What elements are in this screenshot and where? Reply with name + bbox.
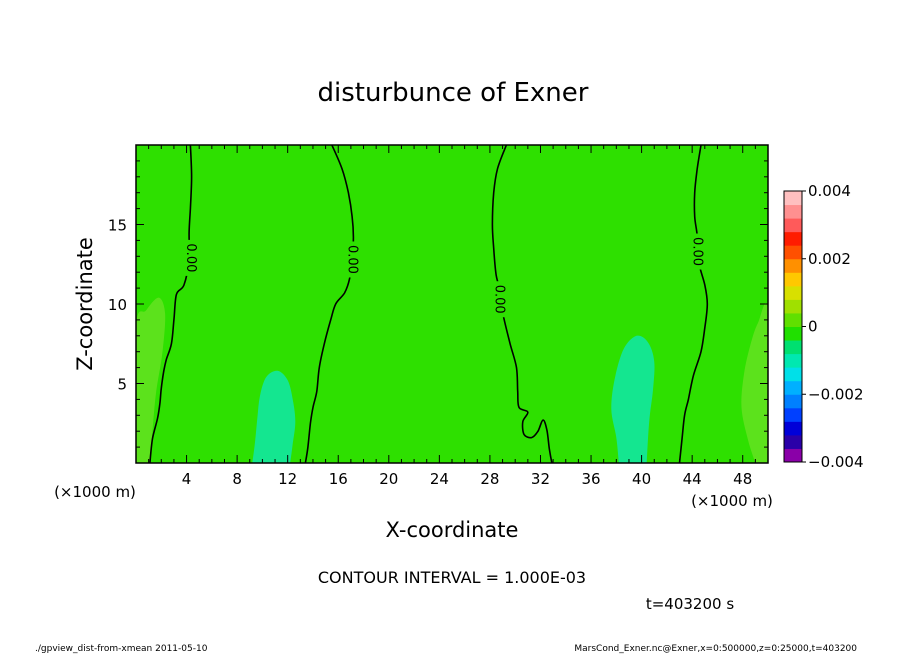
colorbar-swatch <box>784 380 802 395</box>
shaded-regions <box>136 297 768 463</box>
contour-line-3 <box>491 145 553 463</box>
colorbar-swatch <box>784 191 802 206</box>
contour-label-2: 0.00 <box>345 245 360 274</box>
contour-line-2 <box>304 145 355 463</box>
x-tick-label: 4 <box>182 470 192 488</box>
contour-interval-text: CONTOUR INTERVAL = 1.000E-03 <box>318 568 586 587</box>
negative-region-2 <box>611 335 655 463</box>
x-tick-label: 20 <box>379 470 398 488</box>
colorbar-tick-labels: 0.004 0.002 0 −0.002 −0.004 <box>802 182 864 471</box>
colorbar-swatch <box>784 312 802 327</box>
chart-title: disturbunce of Exner <box>318 78 589 108</box>
colorbar-swatch <box>784 448 802 463</box>
time-text: t=403200 s <box>646 595 734 613</box>
colorbar-swatch <box>784 272 802 287</box>
contour-line-1 <box>149 145 193 463</box>
contour-label-bg-3 <box>490 281 507 318</box>
colorbar-swatch <box>784 367 802 382</box>
x-tick-label: 40 <box>632 470 651 488</box>
x-tick-label: 28 <box>480 470 499 488</box>
x-tick-label: 16 <box>329 470 348 488</box>
x-unit-label-right: (×1000 m) <box>691 492 773 510</box>
contour-label-bg-4 <box>689 233 706 270</box>
x-unit-label-left: (×1000 m) <box>54 483 136 501</box>
contour-label-3: 0.00 <box>491 285 506 314</box>
x-tick-label: 36 <box>581 470 600 488</box>
x-axis-label: X-coordinate <box>386 518 519 542</box>
colorbar-swatch <box>784 258 802 273</box>
colorbar-swatch <box>784 285 802 300</box>
negative-region-1 <box>252 370 296 463</box>
x-axis-ticks: 4 8 12 16 20 24 28 32 36 40 44 48 <box>148 145 756 488</box>
plot-area: 0.00 0.000.000.00 4 8 12 16 20 24 28 32 36 40 44 48 … <box>108 144 769 488</box>
colorbar-swatch <box>784 218 802 233</box>
colorbar <box>783 190 803 463</box>
weak-positive-region-2 <box>741 303 768 463</box>
y-axis-label: Z-coordinate <box>73 237 97 371</box>
colorbar-swatch <box>784 231 802 246</box>
contour-lines <box>149 145 709 463</box>
colorbar-swatch <box>784 245 802 260</box>
weak-positive-region-1 <box>136 297 166 463</box>
x-tick-label: 12 <box>278 470 297 488</box>
x-tick-label: 8 <box>232 470 242 488</box>
y-axis-ticks: 5 10 15 <box>108 160 768 448</box>
y-tick-label: 15 <box>108 217 127 235</box>
x-tick-label: 24 <box>430 470 449 488</box>
colorbar-swatch <box>784 340 802 355</box>
colorbar-tick-label: 0.004 <box>808 182 851 200</box>
colorbar-swatch <box>784 434 802 449</box>
colorbar-tick-label: −0.004 <box>808 453 864 471</box>
contour-line-4 <box>678 145 709 463</box>
colorbar-swatch <box>784 407 802 422</box>
colorbar-swatch <box>784 353 802 368</box>
x-tick-label: 32 <box>531 470 550 488</box>
contour-labels: 0.00 0.00 0.00 0.00 <box>182 233 706 318</box>
colorbar-tick-label: 0 <box>808 318 818 336</box>
contour-label-bg-1 <box>182 239 199 276</box>
x-tick-label: 48 <box>733 470 752 488</box>
colorbar-tick-label: −0.002 <box>808 385 864 403</box>
footer-left-text: ./gpview_dist-from-xmean 2011-05-10 <box>35 644 208 654</box>
colorbar-swatch <box>784 326 802 341</box>
field-background <box>136 145 768 463</box>
colorbar-swatch <box>784 421 802 436</box>
colorbar-swatch <box>784 394 802 409</box>
contour-label-4: 0.00 <box>690 237 705 266</box>
y-tick-label: 10 <box>108 296 127 314</box>
contour-label-bg-2 <box>344 241 361 278</box>
contour-label-1: 0.00 <box>183 243 198 272</box>
footer-right-text: MarsCond_Exner.nc@Exner,x=0:500000,z=0:2… <box>574 644 857 654</box>
colorbar-tick-label: 0.002 <box>808 250 851 268</box>
colorbar-swatch <box>784 204 802 219</box>
colorbar-swatch <box>784 299 802 314</box>
y-tick-label: 5 <box>117 376 127 394</box>
x-tick-label: 44 <box>683 470 702 488</box>
